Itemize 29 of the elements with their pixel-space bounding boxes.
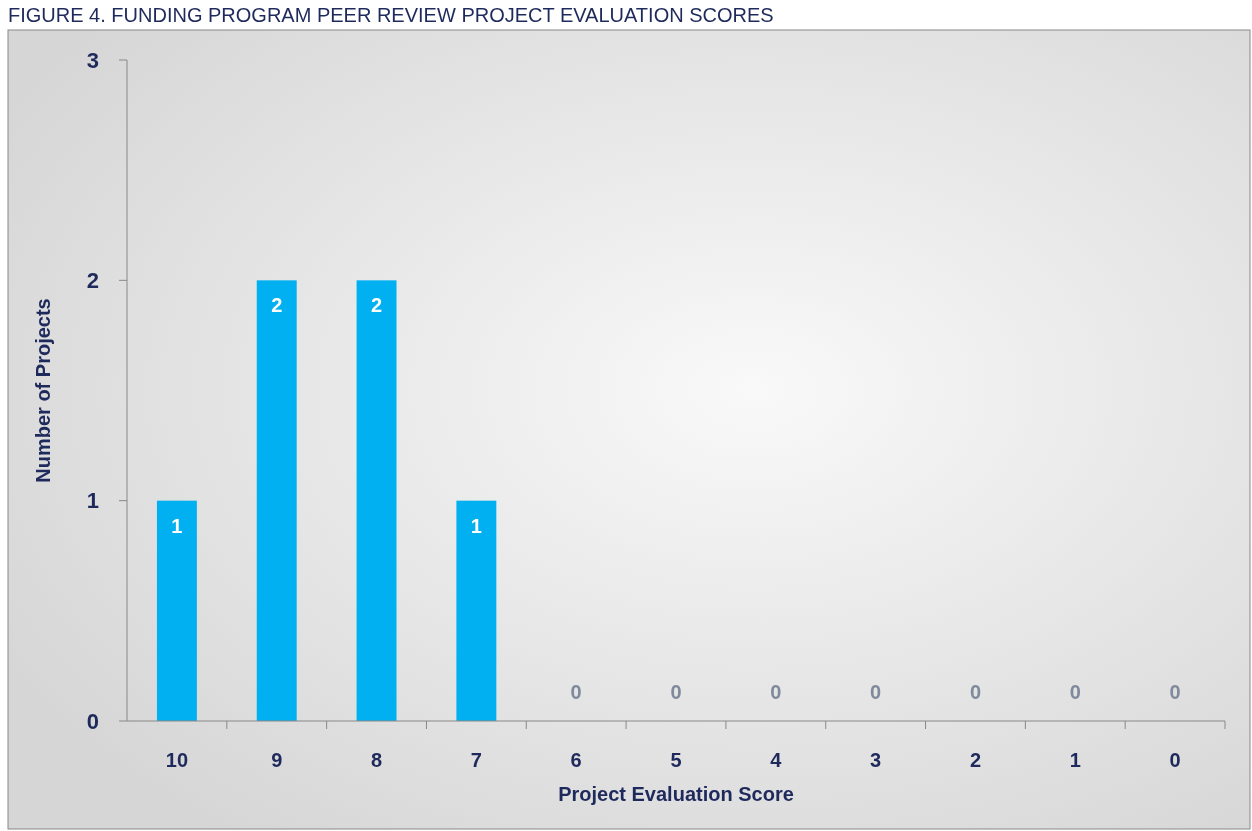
- data-label: 0: [770, 681, 782, 703]
- data-label: 0: [969, 681, 982, 703]
- y-tick-label: 1: [86, 488, 99, 514]
- x-tick-label: 7: [470, 749, 482, 771]
- x-axis-title: Project Evaluation Score: [558, 783, 794, 805]
- data-label: 2: [271, 294, 283, 317]
- data-label: 1: [171, 514, 183, 537]
- y-tick-label: 0: [86, 708, 99, 734]
- data-label: 0: [570, 681, 582, 703]
- x-tick-label: 1: [1069, 749, 1081, 771]
- chart-title: FIGURE 4. FUNDING PROGRAM PEER REVIEW PROJECT EVALUATION SCORES: [8, 4, 774, 26]
- data-label: 2: [370, 294, 383, 317]
- x-tick-label: 0: [1169, 749, 1181, 771]
- data-label: 1: [470, 514, 482, 537]
- data-label: 0: [670, 681, 682, 703]
- x-tick-label: 8: [370, 749, 383, 771]
- x-tick-label: 6: [570, 749, 582, 771]
- x-tick-label: 2: [969, 749, 982, 771]
- x-tick-label: 9: [271, 749, 283, 771]
- x-tick-label: 10: [165, 749, 189, 771]
- data-label: 0: [1169, 681, 1181, 703]
- y-tick-label: 2: [86, 268, 99, 294]
- data-label: 0: [1069, 681, 1081, 703]
- x-tick-label: 4: [770, 749, 783, 771]
- x-tick-label: 5: [670, 749, 682, 771]
- y-axis-title: Number of Projects: [32, 298, 54, 483]
- x-tick-label: 3: [870, 749, 882, 771]
- y-tick-label: 3: [86, 47, 99, 73]
- data-label: 0: [870, 681, 882, 703]
